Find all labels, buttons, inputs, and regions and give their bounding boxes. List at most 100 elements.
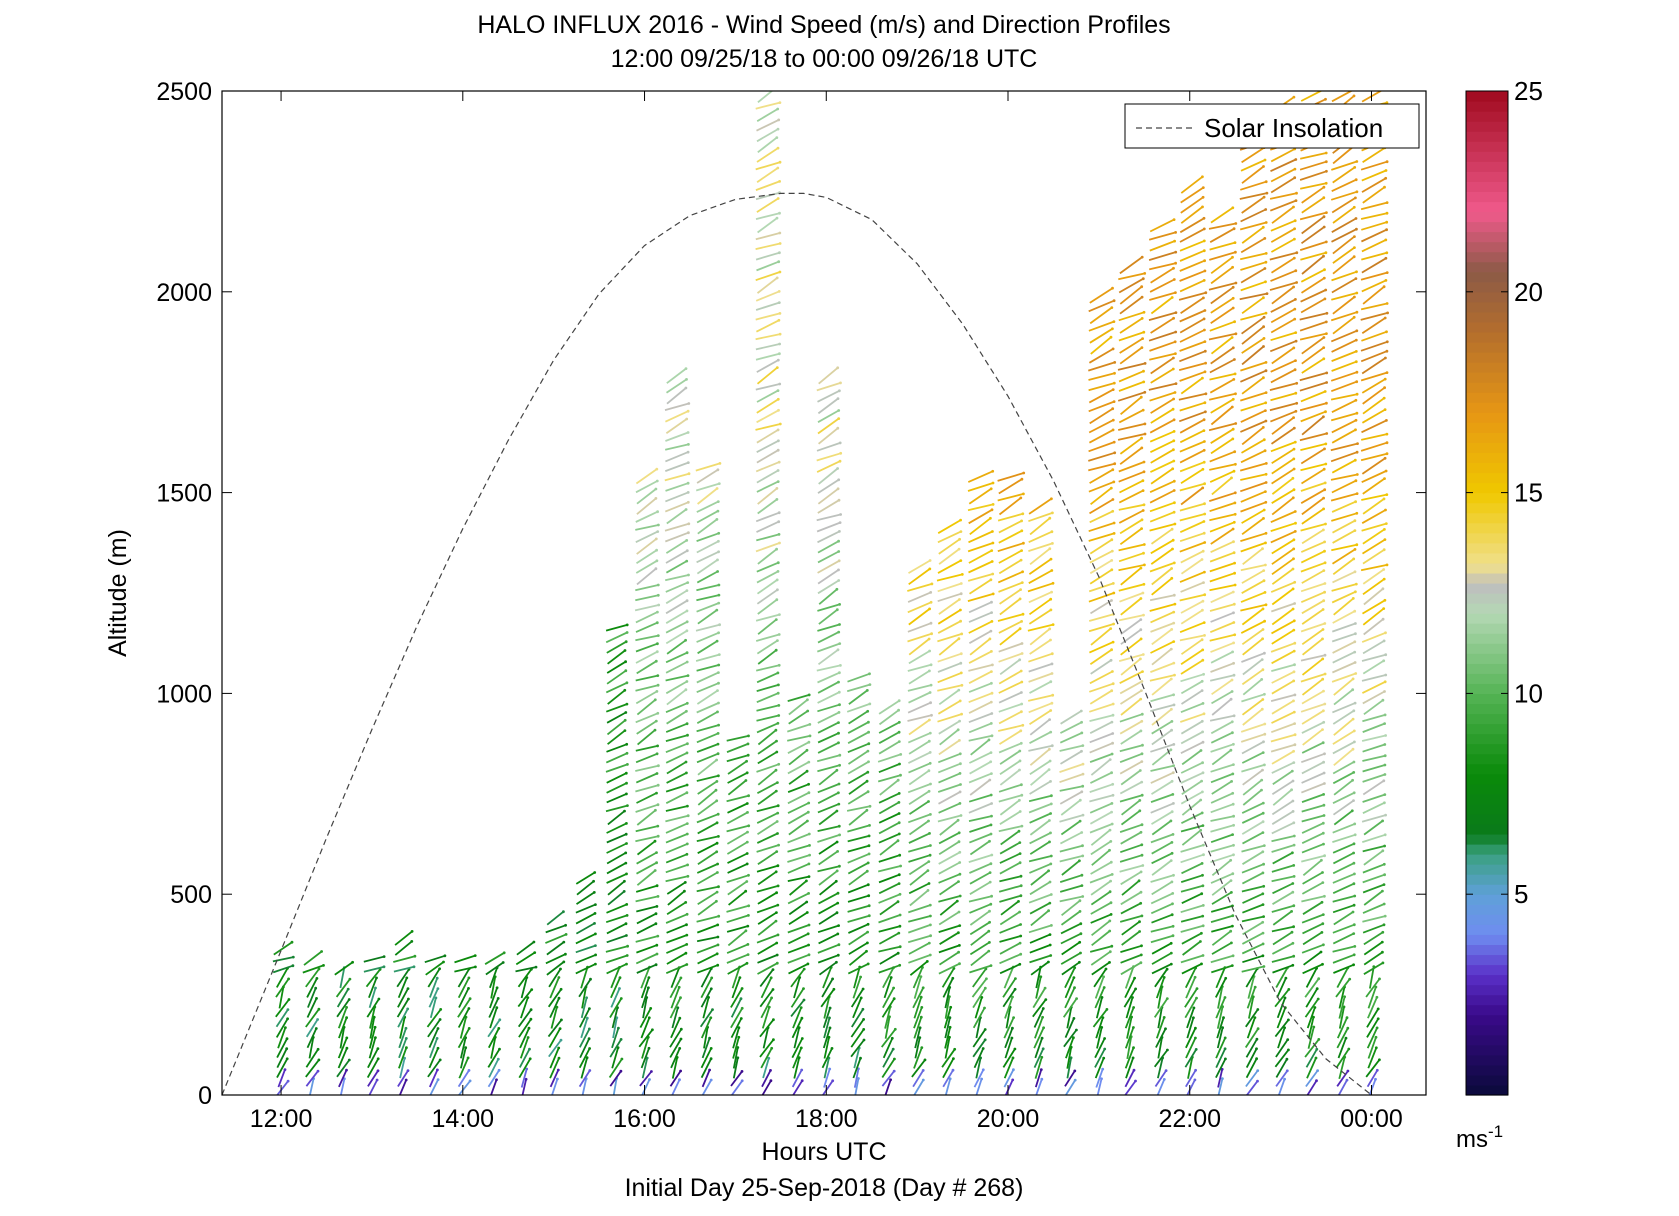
wind-arrow-head bbox=[1287, 1018, 1290, 1022]
wind-arrow-head bbox=[1284, 976, 1288, 980]
wind-arrow-head bbox=[1385, 101, 1389, 105]
wind-arrow bbox=[696, 936, 719, 943]
wind-arrow bbox=[607, 729, 626, 745]
wind-arrow bbox=[937, 559, 962, 574]
wind-arrow bbox=[275, 978, 290, 998]
wind-arrow bbox=[579, 1028, 591, 1048]
wind-arrow-head bbox=[1285, 1057, 1289, 1061]
wind-arrow-head bbox=[1322, 254, 1325, 258]
wind-arrow bbox=[1240, 620, 1266, 634]
wind-arrow-head bbox=[1384, 356, 1387, 360]
wind-arrow bbox=[641, 1079, 651, 1095]
wind-arrow-head bbox=[835, 911, 839, 915]
wind-arrow-head bbox=[828, 1026, 832, 1030]
wind-arrow-head bbox=[892, 997, 896, 1001]
wind-arrow-head bbox=[1201, 205, 1204, 209]
wind-arrow bbox=[1210, 824, 1234, 833]
wind-arrow-head bbox=[928, 953, 932, 957]
wind-arrow bbox=[1149, 218, 1175, 233]
y-tick-label: 2500 bbox=[156, 78, 212, 106]
wind-arrow bbox=[942, 977, 954, 998]
wind-arrow-head bbox=[534, 965, 538, 969]
wind-arrow-head bbox=[867, 834, 871, 838]
wind-arrow bbox=[878, 873, 900, 884]
colorbar-band bbox=[1466, 994, 1508, 1006]
wind-arrow-head bbox=[685, 943, 689, 946]
wind-arrow bbox=[847, 742, 870, 754]
wind-arrow bbox=[817, 924, 839, 934]
wind-arrow bbox=[635, 712, 659, 724]
wind-arrow bbox=[1028, 855, 1052, 863]
wind-arrow bbox=[671, 1057, 679, 1079]
wind-arrow bbox=[1241, 608, 1264, 626]
wind-arrow-head bbox=[715, 952, 719, 956]
wind-arrow-head bbox=[1262, 376, 1265, 380]
wind-arrow bbox=[730, 1018, 743, 1039]
wind-arrow bbox=[1216, 1027, 1224, 1049]
wind-arrow bbox=[1030, 961, 1049, 976]
wind-arrow bbox=[1361, 470, 1387, 484]
wind-arrow bbox=[727, 772, 748, 784]
wind-arrow-head bbox=[685, 963, 689, 966]
wind-arrow-head bbox=[989, 862, 993, 866]
colorbar-band bbox=[1466, 432, 1508, 443]
wind-arrow bbox=[1150, 460, 1175, 473]
wind-arrow bbox=[1090, 840, 1112, 856]
colorbar-frame bbox=[1465, 90, 1509, 1096]
wind-arrow-head bbox=[1172, 430, 1176, 433]
wind-arrow-head bbox=[562, 940, 566, 944]
colorbar-band bbox=[1466, 422, 1508, 433]
wind-arrow bbox=[1150, 704, 1175, 712]
wind-arrow-head bbox=[1111, 468, 1115, 472]
wind-arrow bbox=[787, 854, 810, 863]
wind-arrow bbox=[665, 549, 688, 564]
wind-arrow bbox=[1241, 296, 1264, 315]
wind-arrow-head bbox=[1140, 944, 1143, 948]
wind-arrow bbox=[1088, 522, 1115, 533]
wind-arrow-head bbox=[1018, 798, 1021, 802]
wind-arrow bbox=[696, 964, 719, 974]
wind-arrow bbox=[1179, 217, 1205, 234]
wind-arrow bbox=[938, 638, 960, 656]
wind-arrow bbox=[755, 352, 780, 361]
wind-arrow-head bbox=[1322, 793, 1325, 796]
wind-arrow-head bbox=[1203, 328, 1206, 332]
wind-arrow-head bbox=[1173, 602, 1177, 606]
wind-arrow-head bbox=[1172, 479, 1176, 483]
colorbar-band bbox=[1466, 944, 1508, 956]
wind-arrow-head bbox=[777, 663, 781, 667]
wind-arrow bbox=[665, 791, 688, 805]
wind-arrow-head bbox=[1315, 987, 1319, 991]
wind-arrow bbox=[999, 598, 1021, 616]
wind-arrow-head bbox=[530, 988, 534, 991]
wind-arrow-head bbox=[1050, 672, 1054, 675]
wind-arrow-head bbox=[835, 840, 839, 844]
wind-arrow bbox=[848, 689, 868, 705]
wind-arrow-head bbox=[717, 482, 721, 485]
wind-arrow bbox=[635, 784, 659, 793]
wind-arrow-head bbox=[1233, 633, 1237, 637]
wind-arrow bbox=[459, 1016, 467, 1039]
wind-arrow-head bbox=[564, 923, 567, 927]
wind-arrow-head bbox=[1381, 889, 1384, 893]
wind-arrow-head bbox=[1200, 719, 1204, 723]
wind-arrow bbox=[695, 653, 720, 662]
wind-arrow-head bbox=[657, 764, 660, 768]
wind-arrow bbox=[696, 813, 719, 824]
wind-arrow bbox=[700, 1017, 712, 1039]
wind-arrow-head bbox=[897, 740, 901, 743]
wind-arrow-head bbox=[1170, 728, 1173, 732]
wind-arrow-head bbox=[686, 874, 690, 878]
wind-arrow-head bbox=[1110, 873, 1114, 876]
wind-arrow bbox=[1119, 823, 1143, 833]
wind-arrow bbox=[665, 674, 689, 682]
wind-arrow-head bbox=[923, 1058, 927, 1062]
wind-arrow-head bbox=[1050, 701, 1054, 705]
wind-arrow-head bbox=[776, 811, 780, 815]
wind-arrow-head bbox=[1174, 352, 1177, 355]
wind-arrow-head bbox=[778, 270, 782, 274]
wind-arrow bbox=[516, 941, 535, 956]
wind-arrow bbox=[1181, 780, 1203, 795]
wind-arrow bbox=[669, 997, 682, 1019]
wind-arrow bbox=[727, 760, 748, 775]
